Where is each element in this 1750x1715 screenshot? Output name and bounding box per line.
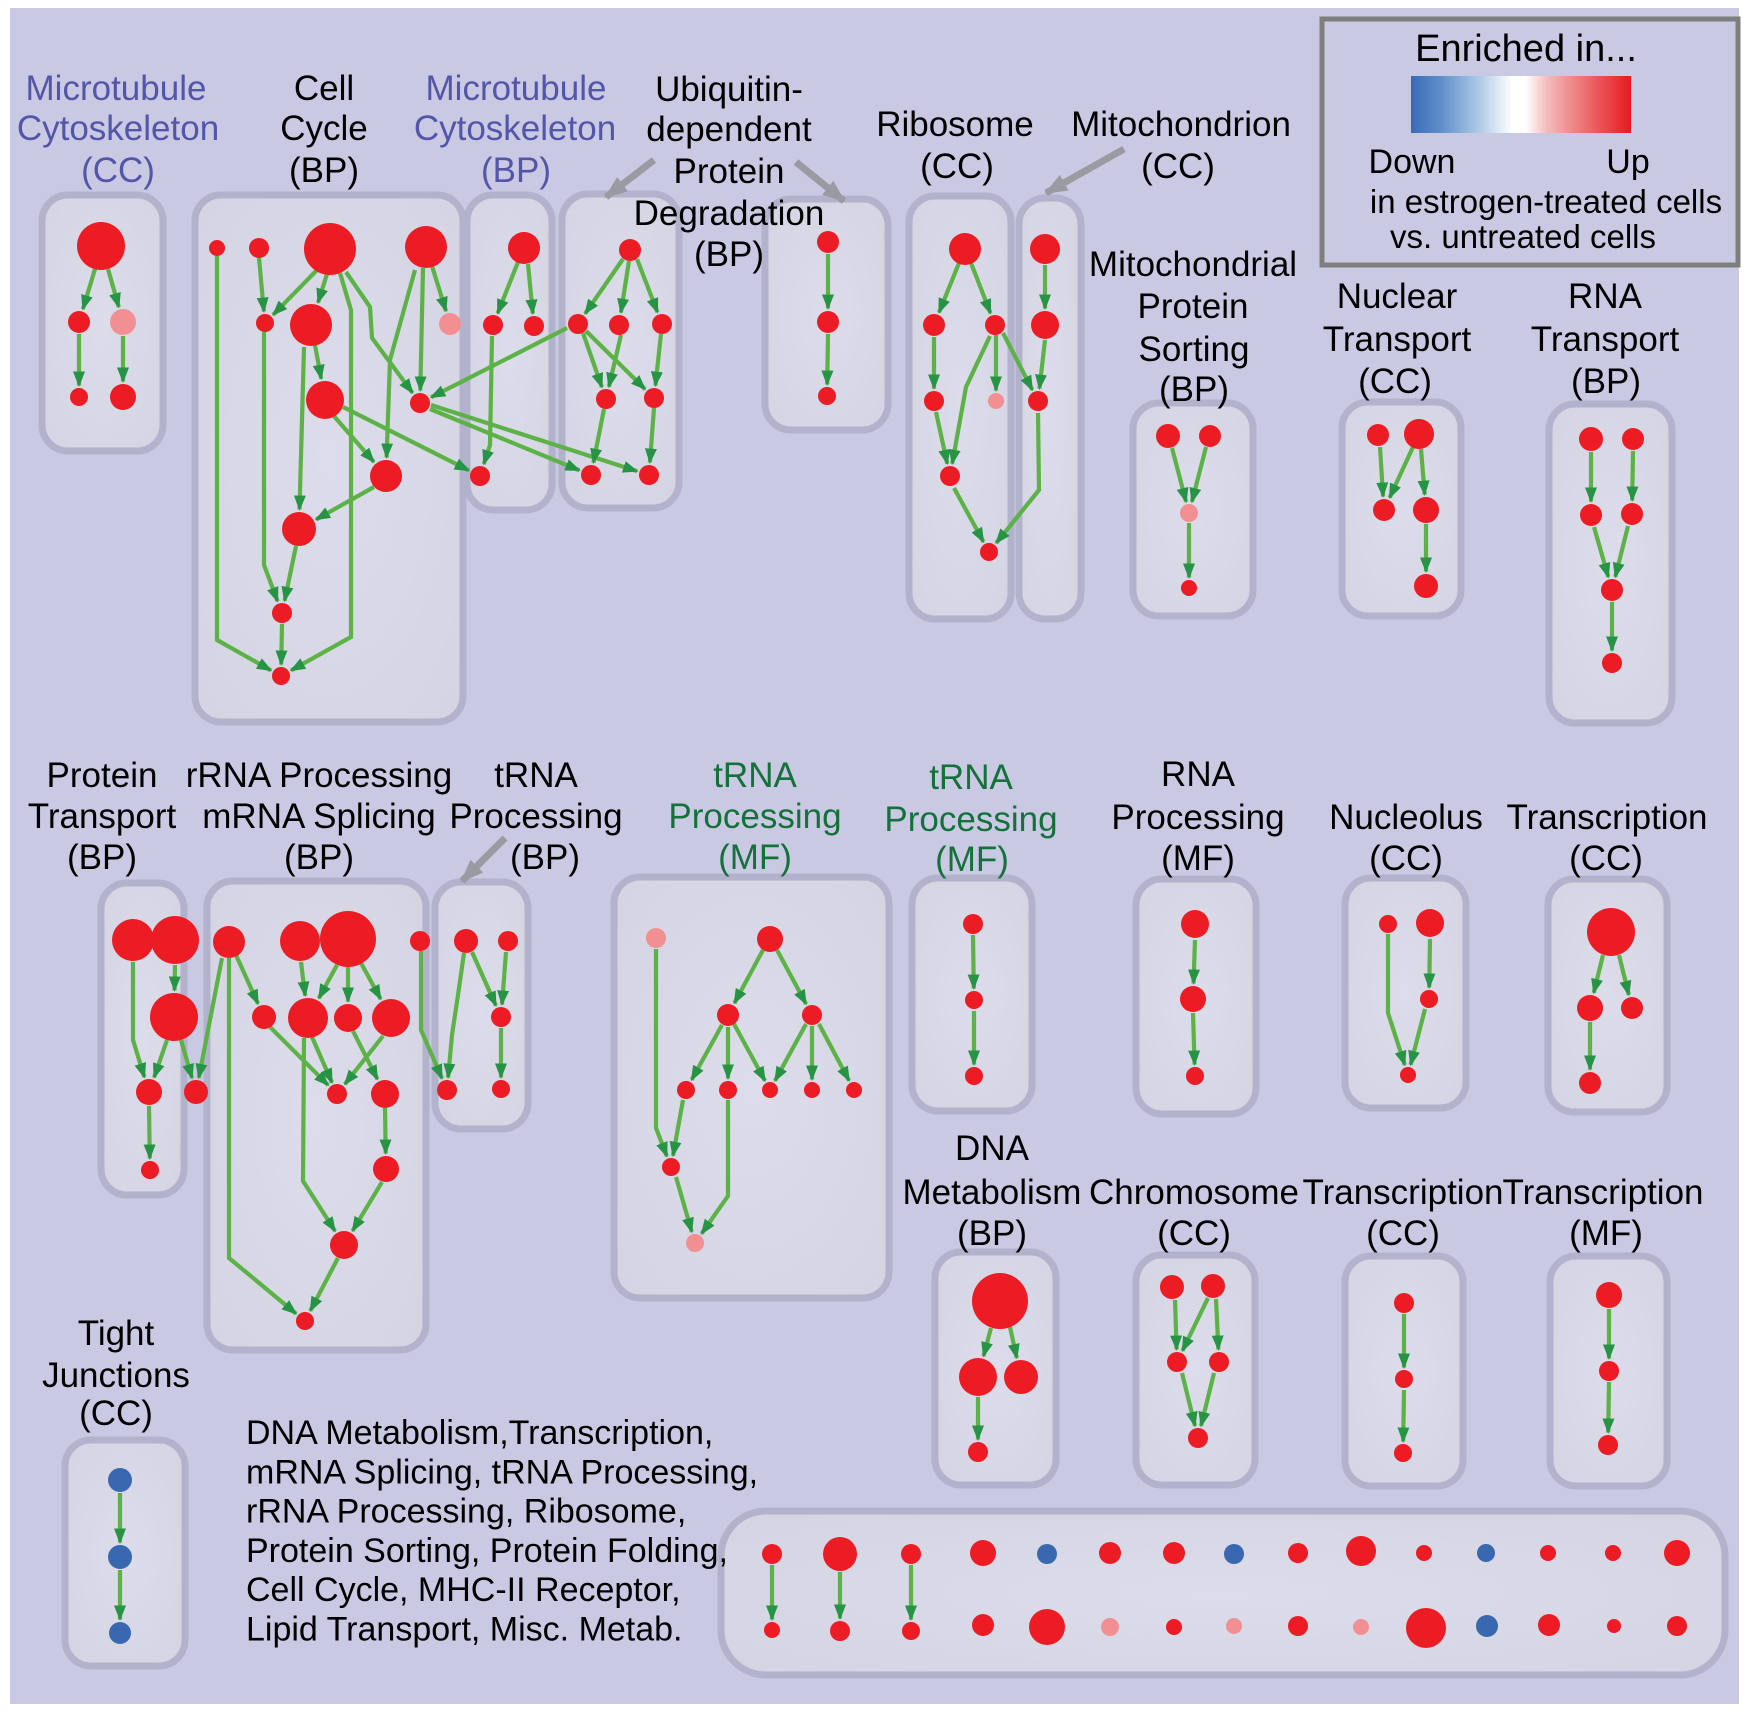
svg-text:tRNA: tRNA [929,758,1013,797]
svg-text:Lipid Transport, Misc. Metab.: Lipid Transport, Misc. Metab. [246,1611,683,1649]
svg-text:(BP): (BP) [694,235,764,274]
svg-text:(CC): (CC) [1369,839,1443,878]
svg-text:(CC): (CC) [920,147,994,186]
svg-text:Degradation: Degradation [634,194,825,233]
svg-text:rRNA Processing, Ribosome,: rRNA Processing, Ribosome, [246,1493,686,1531]
svg-text:Junctions: Junctions [42,1356,190,1395]
svg-text:vs. untreated cells: vs. untreated cells [1390,218,1656,255]
svg-text:Processing: Processing [884,800,1057,839]
svg-text:Ubiquitin-: Ubiquitin- [655,70,803,109]
svg-text:Microtubule: Microtubule [26,69,207,108]
svg-text:dependent: dependent [646,110,812,149]
svg-text:Nuclear: Nuclear [1337,277,1458,316]
svg-text:Cytoskeleton: Cytoskeleton [17,109,219,148]
svg-text:Microtubule: Microtubule [426,69,607,108]
svg-text:Tight: Tight [78,1314,155,1353]
svg-text:DNA: DNA [955,1129,1030,1168]
svg-text:Transcription: Transcription [1503,1173,1704,1212]
svg-text:(CC): (CC) [1157,1214,1231,1253]
svg-text:(MF): (MF) [1569,1214,1643,1253]
svg-text:(CC): (CC) [81,151,155,190]
svg-text:Metabolism: Metabolism [903,1173,1082,1212]
svg-text:(BP): (BP) [289,151,359,190]
svg-text:Transcription: Transcription [1303,1173,1504,1212]
svg-text:Cell: Cell [294,69,354,108]
svg-text:Protein: Protein [674,152,785,191]
svg-text:tRNA: tRNA [494,756,578,795]
svg-text:Transport: Transport [1323,320,1472,359]
svg-text:(BP): (BP) [481,151,551,190]
svg-text:Nucleolus: Nucleolus [1329,798,1483,837]
svg-text:(CC): (CC) [79,1394,153,1433]
svg-text:(CC): (CC) [1366,1214,1440,1253]
svg-text:Ribosome: Ribosome [876,105,1034,144]
svg-text:(MF): (MF) [1161,839,1235,878]
svg-text:RNA: RNA [1568,277,1643,316]
svg-text:Protein Sorting, Protein Foldi: Protein Sorting, Protein Folding, [246,1532,728,1570]
svg-text:tRNA: tRNA [713,756,797,795]
svg-text:rRNA Processing: rRNA Processing [186,756,452,795]
svg-text:(CC): (CC) [1141,147,1215,186]
svg-text:Processing: Processing [668,797,841,836]
svg-text:mRNA Splicing, tRNA Processing: mRNA Splicing, tRNA Processing, [246,1453,758,1491]
svg-text:mRNA Splicing: mRNA Splicing [202,797,435,836]
svg-text:Chromosome: Chromosome [1089,1173,1299,1212]
svg-text:Sorting: Sorting [1139,330,1250,369]
svg-text:(BP): (BP) [1571,362,1641,401]
svg-text:(BP): (BP) [510,838,580,877]
svg-text:RNA: RNA [1161,755,1236,794]
svg-text:(BP): (BP) [1159,370,1229,409]
svg-text:in estrogen-treated cells: in estrogen-treated cells [1370,183,1722,220]
svg-text:Cell Cycle, MHC-II Receptor,: Cell Cycle, MHC-II Receptor, [246,1571,681,1609]
svg-text:Cycle: Cycle [280,109,368,148]
svg-text:(CC): (CC) [1358,362,1432,401]
svg-text:DNA Metabolism,Transcription,: DNA Metabolism,Transcription, [246,1414,713,1452]
svg-text:Transport: Transport [28,797,177,836]
svg-text:Transcription: Transcription [1507,798,1708,837]
svg-text:(BP): (BP) [957,1214,1027,1253]
svg-text:Mitochondrion: Mitochondrion [1071,105,1291,144]
svg-text:(MF): (MF) [935,840,1009,879]
svg-text:Enriched in...: Enriched in... [1415,28,1637,70]
svg-text:(MF): (MF) [718,838,792,877]
svg-text:Processing: Processing [449,797,622,836]
svg-text:Processing: Processing [1111,798,1284,837]
svg-text:Transport: Transport [1531,320,1680,359]
svg-text:Cytoskeleton: Cytoskeleton [414,109,616,148]
svg-text:(BP): (BP) [284,838,354,877]
svg-text:(CC): (CC) [1569,839,1643,878]
svg-text:Protein: Protein [47,756,158,795]
svg-text:Up: Up [1606,143,1649,181]
svg-text:(BP): (BP) [67,838,137,877]
svg-text:Mitochondrial: Mitochondrial [1089,245,1297,284]
svg-text:Protein: Protein [1138,287,1249,326]
svg-text:Down: Down [1369,143,1456,181]
